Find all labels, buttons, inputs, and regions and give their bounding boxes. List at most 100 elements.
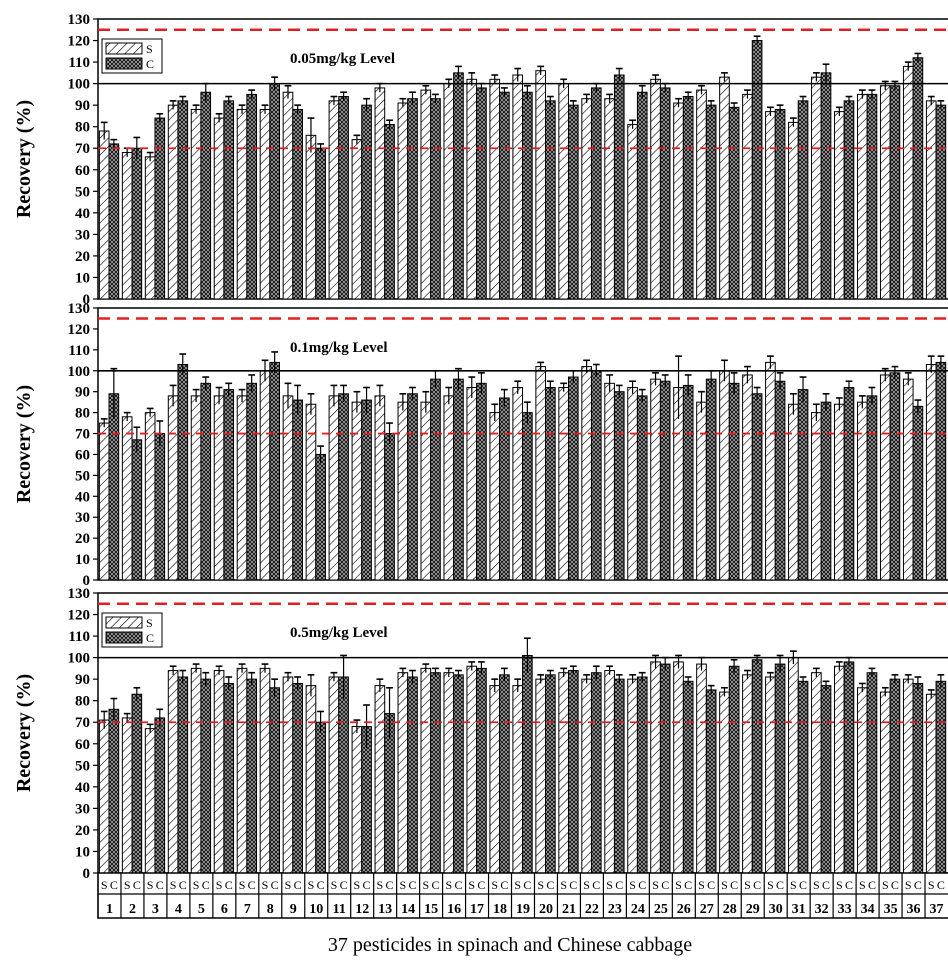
bar-s — [581, 366, 592, 581]
sub-label: S — [147, 878, 154, 892]
sub-label: C — [340, 878, 348, 892]
y-tick-label: 10 — [75, 270, 90, 286]
category-label: 25 — [654, 902, 668, 917]
bar-c — [659, 380, 671, 581]
bar-s — [581, 98, 592, 300]
sub-label: C — [477, 878, 485, 892]
bar-c — [567, 670, 579, 874]
y-tick-label: 100 — [68, 651, 91, 667]
bar-c — [567, 104, 579, 300]
bar-c — [545, 387, 556, 581]
category-label: 15 — [424, 902, 438, 917]
bar-s — [834, 111, 845, 300]
sub-label: C — [133, 878, 141, 892]
bar-s — [98, 719, 110, 874]
bar-c — [545, 100, 556, 300]
sub-label: C — [156, 878, 164, 892]
bar-s — [443, 395, 455, 581]
bar-s — [443, 672, 455, 874]
bar-s — [879, 691, 891, 874]
y-tick-label: 90 — [75, 98, 90, 114]
category-label: 26 — [677, 902, 691, 917]
category-label: 29 — [746, 902, 760, 917]
y-tick-label: 10 — [75, 844, 90, 860]
sub-label: S — [905, 878, 912, 892]
bar-s — [765, 361, 776, 581]
category-label: 18 — [493, 902, 507, 917]
bar-c — [912, 405, 924, 581]
bar-s — [558, 83, 569, 300]
y-tick-label: 50 — [75, 468, 90, 484]
y-tick-label: 120 — [68, 322, 91, 338]
legend-swatch — [105, 616, 143, 629]
bar-c — [292, 399, 303, 581]
bar-s — [213, 395, 225, 581]
y-tick-label: 130 — [68, 586, 91, 602]
sub-label: C — [431, 878, 439, 892]
bar-s — [604, 670, 615, 874]
y-tick-label: 90 — [75, 385, 90, 401]
sub-label: C — [363, 878, 371, 892]
y-tick-label: 0 — [83, 866, 91, 882]
category-label: 1 — [106, 902, 113, 917]
y-tick-label: 30 — [75, 227, 90, 243]
bar-s — [236, 667, 248, 874]
bar-s — [925, 363, 937, 581]
bar-c — [682, 680, 694, 874]
category-label: 14 — [401, 902, 415, 917]
category-label: 9 — [290, 902, 297, 917]
bar-c — [590, 370, 602, 581]
sub-label: C — [523, 878, 531, 892]
bar-c — [499, 397, 510, 581]
y-tick-label: 120 — [68, 608, 91, 624]
bar-c — [705, 378, 717, 581]
category-label: 8 — [267, 902, 274, 917]
category-table — [97, 872, 948, 919]
bar-c — [636, 395, 648, 581]
sub-label: S — [400, 878, 407, 892]
bar-s — [259, 370, 271, 581]
bar-c — [889, 85, 901, 300]
category-label: 10 — [309, 902, 323, 917]
bar-s — [535, 366, 547, 581]
bar-c — [200, 678, 212, 874]
sub-label: C — [730, 878, 738, 892]
bar-s — [167, 395, 179, 581]
panel-level-label: 0.5mg/kg Level — [290, 625, 388, 641]
bar-s — [328, 676, 340, 874]
y-tick-label: 130 — [68, 12, 91, 28]
bar-c — [269, 361, 280, 581]
bar-s — [167, 104, 179, 300]
sub-label: C — [271, 878, 279, 892]
bar-c — [177, 100, 189, 300]
bar-c — [797, 100, 809, 300]
category-label: 2 — [129, 902, 136, 917]
bar-c — [522, 91, 533, 300]
y-tick-label: 50 — [75, 184, 90, 200]
sub-label: S — [652, 878, 659, 892]
bar-s — [811, 672, 822, 874]
sub-label: S — [721, 878, 728, 892]
sub-label: S — [537, 878, 544, 892]
bar-s — [696, 89, 707, 300]
bar-s — [925, 693, 937, 874]
bar-s — [420, 401, 432, 581]
panel-level-label: 0.05mg/kg Level — [290, 51, 395, 67]
category-label: 23 — [608, 902, 622, 917]
bar-s — [190, 667, 202, 874]
bar-c — [453, 674, 464, 874]
legend-swatch — [105, 631, 143, 644]
bar-c — [407, 98, 418, 300]
sub-label: S — [285, 878, 292, 892]
bar-s — [856, 93, 868, 300]
bar-c — [567, 376, 579, 581]
bar-c — [131, 439, 143, 581]
bar-s — [420, 89, 432, 300]
bar-c — [292, 108, 303, 300]
sub-label: S — [216, 878, 223, 892]
bar-s — [627, 124, 638, 300]
sub-label: S — [583, 878, 590, 892]
bar-c — [659, 87, 671, 300]
bar-c — [223, 100, 235, 300]
